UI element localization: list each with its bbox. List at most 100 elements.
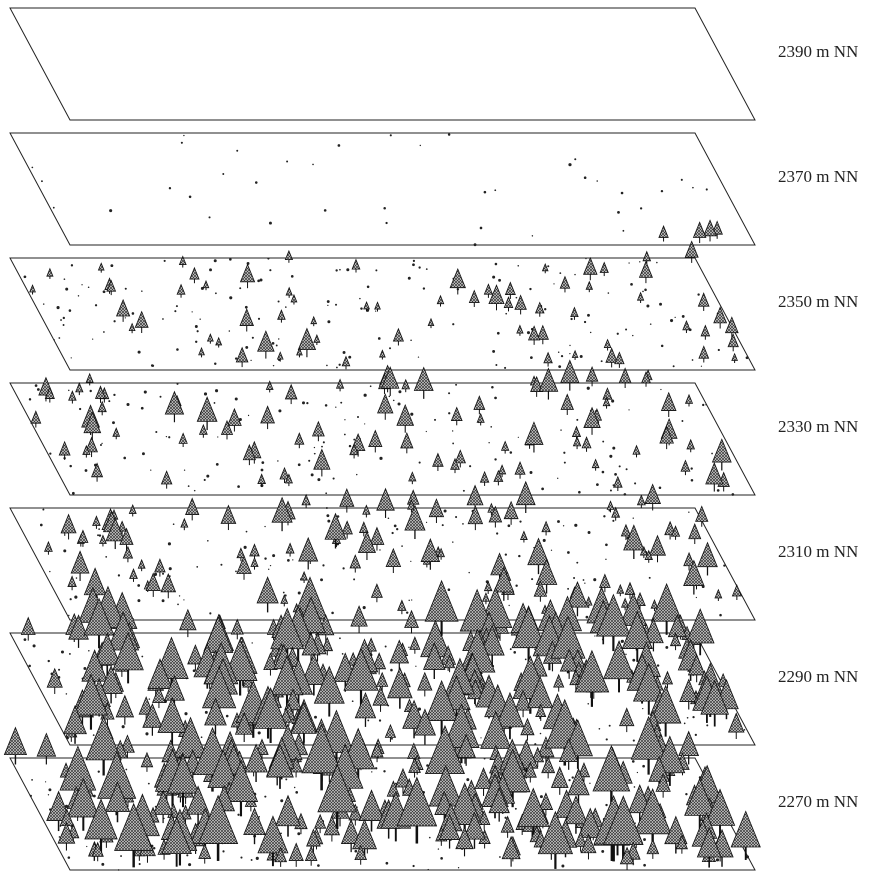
tree <box>616 583 625 597</box>
ground-dot <box>541 487 544 491</box>
ground-dot <box>102 290 106 294</box>
tree <box>488 284 505 311</box>
tree <box>160 572 177 599</box>
ground-dot <box>583 176 587 179</box>
tree <box>351 258 361 273</box>
tree-crown <box>84 798 118 840</box>
tree <box>384 723 397 742</box>
tree <box>274 846 288 867</box>
ground-dot <box>313 446 316 449</box>
ground-dot <box>327 304 329 307</box>
tree-crown <box>313 665 345 704</box>
ground-dot <box>412 263 415 267</box>
ground-dot <box>585 615 589 619</box>
ground-dot <box>705 403 707 406</box>
ground-dot <box>209 268 212 272</box>
ground-dot <box>589 782 591 785</box>
tree <box>36 732 57 765</box>
ground-dot <box>49 570 51 573</box>
tree-crown <box>178 432 188 444</box>
tree-crown <box>239 263 256 283</box>
tree <box>533 580 548 602</box>
ground-dot <box>214 292 217 295</box>
ground-dot <box>237 485 240 488</box>
ground-dot <box>473 243 477 247</box>
ground-dot <box>245 345 249 349</box>
tree <box>570 306 579 320</box>
ground-dot <box>656 261 658 264</box>
tree-crown <box>91 462 104 478</box>
tree-crown <box>381 366 400 389</box>
tree <box>535 558 558 594</box>
ground-dot <box>317 864 320 867</box>
ground-dot <box>260 468 264 472</box>
tree-crown <box>616 583 625 594</box>
ground-dot <box>586 386 590 390</box>
tree-crown <box>44 386 55 399</box>
tree <box>619 707 635 733</box>
tree <box>357 530 377 561</box>
tree <box>571 349 579 360</box>
ground-dot <box>498 278 501 282</box>
tree-crown <box>455 826 474 850</box>
tree-crown <box>714 588 723 599</box>
tree <box>94 385 107 403</box>
tree-crown <box>83 411 102 434</box>
tree <box>531 746 545 768</box>
tree-crown <box>93 632 121 666</box>
ground-dot <box>88 650 90 652</box>
ground-dot <box>425 268 428 270</box>
ground-dot <box>375 269 378 272</box>
tree <box>301 723 342 791</box>
ground-dot <box>642 707 644 710</box>
tree-crown <box>310 315 318 325</box>
ground-dot <box>683 722 686 725</box>
ground-dot <box>665 645 669 649</box>
tree <box>160 470 173 489</box>
tree-crown <box>611 506 621 518</box>
ground-dot <box>222 850 225 853</box>
tree-crown <box>614 351 625 365</box>
ground-dot <box>681 420 684 422</box>
ground-dot <box>323 209 327 212</box>
ground-dot <box>137 599 141 603</box>
ground-dot <box>415 665 417 667</box>
ground-dot <box>479 226 483 230</box>
tree-crown <box>243 807 266 836</box>
ground-dot <box>105 555 108 558</box>
ground-dot <box>494 396 497 400</box>
ground-dot <box>425 521 428 524</box>
tree-crown <box>636 291 645 301</box>
tree-crown <box>658 224 669 238</box>
tree-crown <box>488 786 510 814</box>
tree <box>349 443 359 459</box>
tree-crown <box>417 671 433 691</box>
ground-dot <box>379 456 383 460</box>
tree <box>500 440 510 454</box>
ground-dot <box>455 516 458 519</box>
tree <box>541 262 549 274</box>
ground-dot <box>339 637 341 640</box>
ground-dot <box>457 867 460 869</box>
tree <box>583 256 598 281</box>
ground-dot <box>340 401 343 404</box>
ground-dot <box>188 195 192 199</box>
ground-dot <box>443 509 447 513</box>
tree <box>697 541 718 576</box>
tree <box>692 221 707 244</box>
tree-crown <box>705 462 724 485</box>
tree-crown <box>698 345 710 359</box>
tree <box>454 449 466 468</box>
ground-dot <box>743 729 746 731</box>
tree-crown <box>260 405 275 424</box>
tree <box>675 834 688 854</box>
tree-crown <box>285 542 295 554</box>
ground-dot <box>321 445 323 448</box>
tree <box>317 763 358 830</box>
tree <box>352 818 378 860</box>
tree <box>602 396 611 409</box>
tree <box>85 372 94 386</box>
ground-dot <box>150 469 152 471</box>
tree-crown <box>321 636 334 652</box>
